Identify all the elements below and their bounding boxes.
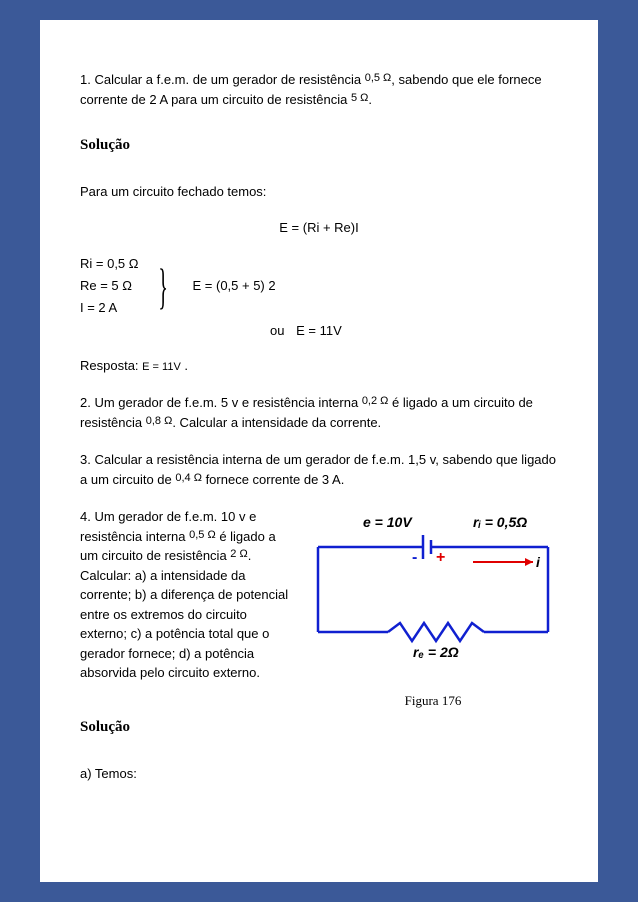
ou-text: ou	[270, 323, 284, 338]
svg-text:i: i	[536, 554, 541, 570]
problem-4: 4. Um gerador de f.e.m. 10 v e resistênc…	[80, 507, 290, 683]
i-value: I = 2 A	[80, 297, 139, 319]
solution-heading-2: Solução	[80, 719, 558, 736]
text: .	[181, 358, 188, 373]
system-result-line: ou E = 11V	[270, 323, 558, 338]
circuit-diagram: e = 10V rᵢ = 0,5Ω - + i rₑ = 2Ω	[308, 507, 558, 667]
circuit-figure: e = 10V rᵢ = 0,5Ω - + i rₑ = 2Ω Figura 176	[308, 507, 558, 709]
result-eq: E = 11V	[296, 323, 342, 338]
svg-text:rᵢ = 0,5Ω: rᵢ = 0,5Ω	[473, 514, 527, 530]
svg-text:rₑ = 2Ω: rₑ = 2Ω	[413, 644, 459, 660]
main-equation: E = (Ri + Re)I	[80, 220, 558, 235]
value: 2 Ω	[230, 548, 247, 560]
text: Resposta:	[80, 358, 142, 373]
value: 0,2 Ω	[362, 395, 389, 407]
system-values: Ri = 0,5 Ω Re = 5 Ω I = 2 A	[80, 253, 139, 319]
problem-4-row: 4. Um gerador de f.e.m. 10 v e resistênc…	[80, 507, 558, 709]
text: fornece corrente de 3 A.	[202, 472, 344, 487]
part-a: a) Temos:	[80, 764, 558, 784]
text: .	[368, 92, 372, 107]
value: 0,8 Ω	[146, 415, 173, 427]
document-page: 1. Calcular a f.e.m. de um gerador de re…	[40, 20, 598, 882]
svg-text:-: -	[412, 549, 417, 566]
value: 0,5 Ω	[365, 72, 392, 84]
svg-text:e = 10V: e = 10V	[363, 514, 413, 530]
system-mid: E = (0,5 + 5) 2	[193, 278, 276, 293]
text: . Calcular a intensidade da corrente.	[172, 415, 381, 430]
problem-3: 3. Calcular a resistência interna de um …	[80, 450, 558, 489]
equation-system: Ri = 0,5 Ω Re = 5 Ω I = 2 A } E = (0,5 +…	[80, 253, 558, 319]
closed-circuit-text: Para um circuito fechado temos:	[80, 182, 558, 202]
text: 1. Calcular a f.e.m. de um gerador de re…	[80, 72, 365, 87]
answer-line: Resposta: E = 11V .	[80, 356, 558, 376]
figure-caption: Figura 176	[308, 693, 558, 709]
right-brace: }	[158, 261, 168, 311]
value: 5 Ω	[351, 92, 368, 104]
answer-value: E = 11V	[142, 361, 181, 373]
value: 0,4 Ω	[175, 472, 202, 484]
text: 2. Um gerador de f.e.m. 5 v e resistênci…	[80, 395, 362, 410]
problem-2: 2. Um gerador de f.e.m. 5 v e resistênci…	[80, 393, 558, 432]
svg-text:+: +	[436, 549, 445, 566]
solution-heading: Solução	[80, 137, 558, 154]
text: . Calcular: a) a intensidade da corrente…	[80, 548, 288, 680]
problem-1: 1. Calcular a f.e.m. de um gerador de re…	[80, 70, 558, 109]
ri-value: Ri = 0,5 Ω	[80, 253, 139, 275]
value: 0,5 Ω	[189, 529, 216, 541]
re-value: Re = 5 Ω	[80, 275, 139, 297]
